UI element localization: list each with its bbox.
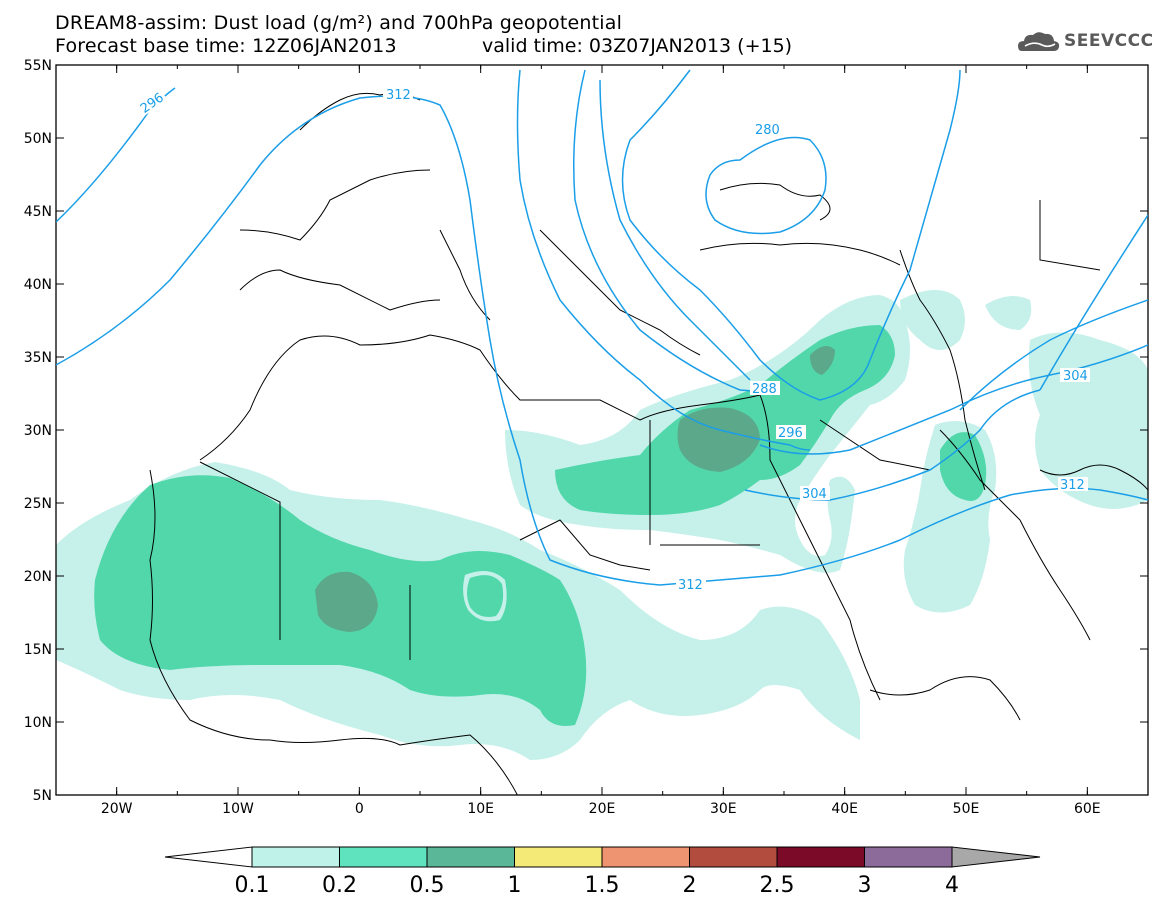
contour-label: 296 bbox=[778, 426, 803, 441]
lat-label: 30N bbox=[24, 423, 52, 439]
colorbar-arrow-high bbox=[951, 846, 1041, 868]
geopotential-contours bbox=[56, 69, 1148, 586]
lat-label: 20N bbox=[24, 569, 52, 585]
colorbar-label: 3 bbox=[858, 873, 872, 898]
colorbar-label: 0.1 bbox=[235, 873, 270, 898]
lon-label: 20W bbox=[101, 801, 133, 817]
lat-label: 40N bbox=[24, 277, 52, 293]
contour-label: 312 bbox=[386, 88, 411, 103]
forecast-base-time: Forecast base time: 12Z06JAN2013 bbox=[55, 35, 397, 57]
lat-label: 5N bbox=[33, 788, 52, 804]
colorbar-label: 2.5 bbox=[760, 873, 795, 898]
contour-label: 280 bbox=[755, 123, 780, 138]
lat-label: 45N bbox=[24, 204, 52, 220]
colorbar-segment bbox=[776, 846, 865, 868]
logo-text: SEEVCCC bbox=[1064, 31, 1154, 51]
axis-ticks: 20W 10W 0 10E 20E 30E 40E 50E 60E 55N 50N 45N 40N 35N… bbox=[24, 58, 1149, 817]
contour-label: 304 bbox=[802, 487, 827, 502]
contour-label: 304 bbox=[1063, 369, 1088, 384]
colorbar-segment bbox=[514, 846, 603, 868]
dust-level-0-5 bbox=[315, 346, 835, 632]
lat-label: 55N bbox=[24, 58, 52, 74]
colorbar-segment bbox=[689, 846, 778, 868]
lat-label: 25N bbox=[24, 496, 52, 512]
lon-label: 50E bbox=[953, 801, 980, 817]
lat-label: 15N bbox=[24, 642, 52, 658]
valid-time: valid time: 03Z07JAN2013 (+15) bbox=[482, 35, 793, 57]
lon-label: 10W bbox=[222, 801, 254, 817]
colorbar-segment bbox=[864, 846, 953, 868]
colorbar-label: 0.2 bbox=[322, 873, 357, 898]
contour-labels: 296 312 280 304 288 296 304 312 312 bbox=[136, 87, 1090, 593]
map-title: DREAM8-assim: Dust load (g/m²) and 700hP… bbox=[55, 12, 623, 34]
colorbar-label: 0.5 bbox=[410, 873, 445, 898]
lat-label: 10N bbox=[24, 715, 52, 731]
contour-label: 312 bbox=[678, 578, 703, 593]
lon-label: 20E bbox=[589, 801, 616, 817]
colorbar-label: 1.5 bbox=[585, 873, 620, 898]
lon-label: 0 bbox=[355, 801, 364, 817]
colorbar-segment bbox=[339, 846, 428, 868]
colorbar-label: 2 bbox=[683, 873, 697, 898]
lat-label: 35N bbox=[24, 350, 52, 366]
colorbar-label: 1 bbox=[508, 873, 522, 898]
contour-label: 312 bbox=[1060, 478, 1085, 493]
lon-label: 10E bbox=[467, 801, 494, 817]
lon-label: 40E bbox=[831, 801, 858, 817]
lat-label: 50N bbox=[24, 131, 52, 147]
lon-label: 30E bbox=[710, 801, 737, 817]
colorbar-arrow-low bbox=[164, 846, 253, 868]
seevccc-cloud-logo-icon bbox=[1018, 32, 1060, 51]
dust-shading bbox=[56, 290, 1148, 760]
lon-label: 60E bbox=[1074, 801, 1101, 817]
colorbar-segment bbox=[426, 846, 515, 868]
colorbar: 0.1 0.2 0.5 1 1.5 2 2.5 3 4 bbox=[164, 846, 1041, 898]
contour-label: 288 bbox=[752, 382, 777, 397]
colorbar-label: 4 bbox=[945, 873, 959, 898]
colorbar-segment bbox=[251, 846, 340, 868]
coastlines bbox=[149, 92, 1148, 795]
colorbar-segment bbox=[601, 846, 690, 868]
